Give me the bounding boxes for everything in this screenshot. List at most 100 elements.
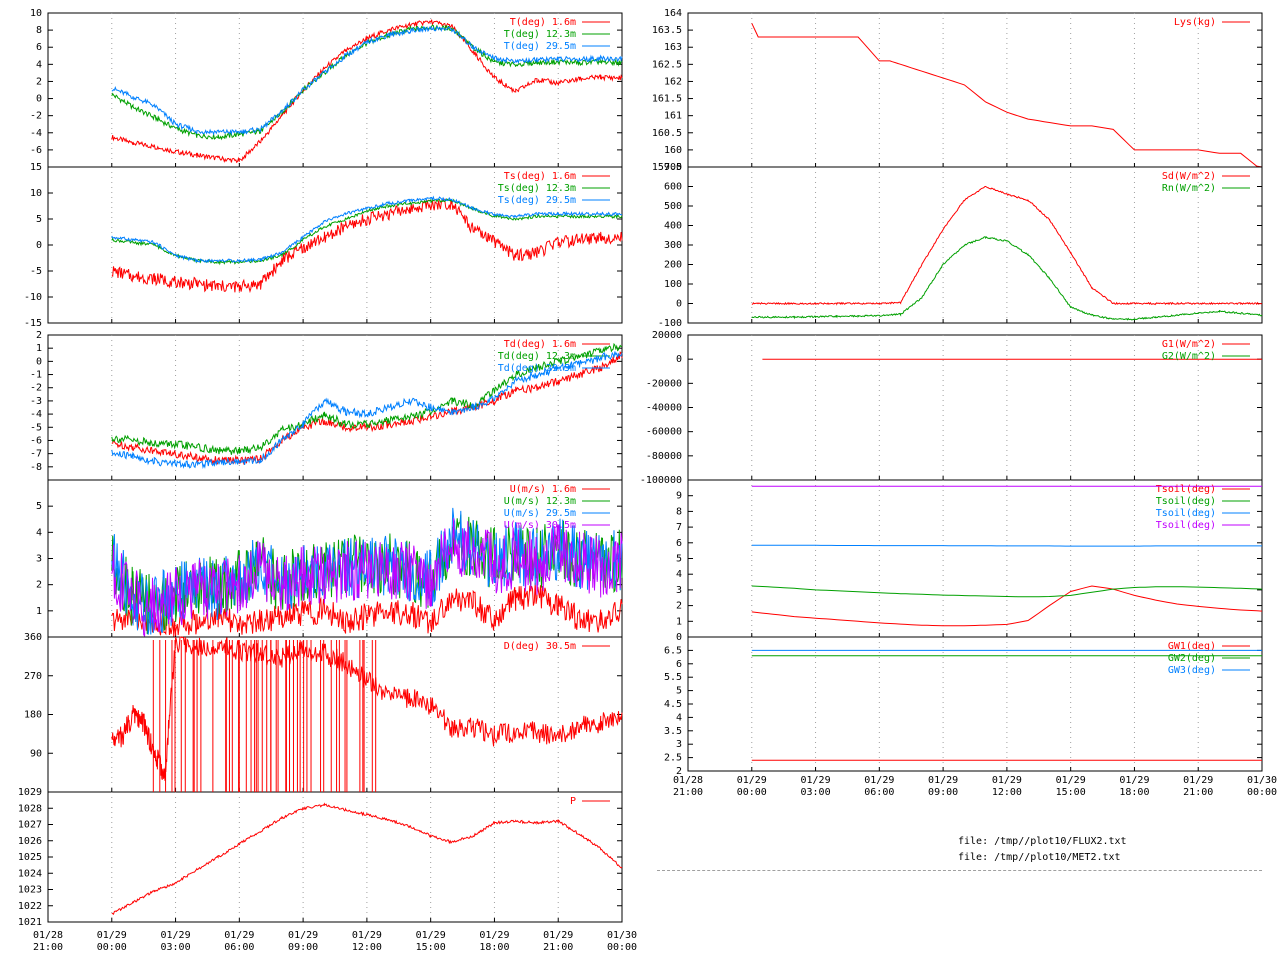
- wind-speed-legend-label: U(m/s) 12.3m: [504, 496, 576, 507]
- left-x-tick-date: 01/29: [97, 930, 127, 941]
- pressure-series-line: [111, 802, 623, 916]
- right-x-tick-date: 01/29: [928, 775, 958, 786]
- lysimeter-legend-label: Lys(kg): [1174, 17, 1216, 28]
- radiation-y-tick-label: -100: [658, 318, 682, 329]
- pressure-frame: [47, 791, 623, 923]
- dew-point-y-tick-label: -3: [30, 396, 42, 407]
- ground-water-y-tick-label: 6.5: [664, 645, 682, 656]
- left-x-tick-time: 09:00: [288, 942, 318, 953]
- right-x-tick-time: 00:00: [1247, 787, 1277, 798]
- surface-temperature-legend-label: Ts(deg) 1.6m: [504, 171, 576, 182]
- lysimeter-y-tick-label: 162: [664, 76, 682, 87]
- right-x-tick-time: 21:00: [1183, 787, 1213, 798]
- wind-direction-series-line: [111, 636, 623, 781]
- dew-point-y-tick-label: 1: [36, 343, 42, 354]
- soil-temperature-y-tick-label: 1: [676, 616, 682, 627]
- right-x-tick-date: 01/29: [1056, 775, 1086, 786]
- air-temperature-y-tick-label: 8: [36, 25, 42, 36]
- ground-water-y-tick-label: 5.5: [664, 672, 682, 683]
- dew-point-series-line: [111, 342, 623, 456]
- lysimeter-y-tick-label: 159.5: [652, 162, 682, 173]
- left-x-tick-time: 12:00: [352, 942, 382, 953]
- wind-direction-y-tick-label: 360: [24, 632, 42, 643]
- air-temperature-legend-label: T(deg) 1.6m: [510, 17, 576, 28]
- soil-temperature-legend-label: Tsoil(deg): [1156, 496, 1216, 507]
- air-temperature-series-line: [111, 25, 623, 136]
- left-x-tick-date: 01/29: [416, 930, 446, 941]
- air-temperature-y-tick-label: 0: [36, 94, 42, 105]
- soil-temperature-y-tick-label: 2: [676, 601, 682, 612]
- ground-flux-legend-label: G1(W/m^2): [1162, 339, 1216, 350]
- air-temperature-y-tick-label: -2: [30, 111, 42, 122]
- pressure-y-tick-label: 1023: [18, 885, 42, 896]
- lysimeter-frame: [687, 12, 1263, 168]
- lysimeter-y-tick-label: 163.5: [652, 25, 682, 36]
- radiation-legend-label: Rn(W/m^2): [1162, 183, 1216, 194]
- right-x-tick-time: 09:00: [928, 787, 958, 798]
- wind-speed-y-tick-label: 4: [36, 527, 42, 538]
- dew-point-series-line: [111, 351, 623, 470]
- ground-water-y-tick-label: 2: [676, 766, 682, 777]
- dew-point-y-tick-label: 0: [36, 356, 42, 367]
- ground-water-y-tick-label: 2.5: [664, 753, 682, 764]
- wind-speed-y-tick-label: 3: [36, 554, 42, 565]
- pressure-y-tick-label: 1024: [18, 868, 42, 879]
- right-x-tick-time: 06:00: [864, 787, 894, 798]
- soil-temperature-series-line: [751, 585, 1263, 598]
- radiation-y-tick-label: 200: [664, 260, 682, 271]
- ground-water-legend-label: GW2(deg): [1168, 653, 1216, 664]
- lysimeter-y-tick-label: 163: [664, 42, 682, 53]
- lysimeter-y-tick-label: 161.5: [652, 94, 682, 105]
- wind-speed-series-line: [111, 518, 623, 638]
- file-label-met: file: /tmp//plot10/MET2.txt: [958, 852, 1121, 863]
- left-x-tick-date: 01/29: [161, 930, 191, 941]
- radiation-y-tick-label: 500: [664, 201, 682, 212]
- right-x-tick-date: 01/29: [992, 775, 1022, 786]
- right-x-tick-date: 01/29: [737, 775, 767, 786]
- wind-speed-y-tick-label: 5: [36, 501, 42, 512]
- left-x-tick-date: 01/29: [479, 930, 509, 941]
- ground-flux-y-tick-label: -60000: [646, 427, 682, 438]
- air-temperature-series-line: [111, 19, 623, 164]
- ground-water-y-tick-label: 5: [676, 686, 682, 697]
- soil-temperature-y-tick-label: 9: [676, 491, 682, 502]
- ground-flux-y-tick-label: -80000: [646, 451, 682, 462]
- left-x-tick-date: 01/30: [607, 930, 637, 941]
- right-x-tick-time: 00:00: [737, 787, 767, 798]
- right-x-tick-time: 12:00: [992, 787, 1022, 798]
- air-temperature-y-tick-label: -4: [30, 128, 42, 139]
- ground-water-y-tick-label: 4: [676, 712, 682, 723]
- surface-temperature-series-line: [111, 198, 623, 294]
- dew-point-y-tick-label: -5: [30, 422, 42, 433]
- pressure-y-tick-label: 1025: [18, 852, 42, 863]
- dew-point-y-tick-label: -6: [30, 435, 42, 446]
- air-temperature-y-tick-label: 10: [30, 8, 42, 19]
- soil-temperature-y-tick-label: 8: [676, 506, 682, 517]
- dew-point-legend-label: Td(deg) 29.5m: [498, 363, 576, 374]
- radiation-y-tick-label: 400: [664, 221, 682, 232]
- dew-point-legend-label: Td(deg) 12.3m: [498, 351, 576, 362]
- file-label-flux: file: /tmp//plot10/FLUX2.txt: [958, 836, 1127, 847]
- dew-point-legend-label: Td(deg) 1.6m: [504, 339, 576, 350]
- radiation-y-tick-label: 0: [676, 299, 682, 310]
- ground-flux-y-tick-label: 20000: [652, 330, 682, 341]
- ground-water-y-tick-label: 4.5: [664, 699, 682, 710]
- pressure-y-tick-label: 1029: [18, 787, 42, 798]
- wind-direction-y-tick-label: 90: [30, 748, 42, 759]
- dew-point-y-tick-label: -2: [30, 383, 42, 394]
- left-x-tick-time: 00:00: [97, 942, 127, 953]
- separator-line: [657, 870, 1262, 871]
- ground-flux-y-tick-label: -40000: [646, 403, 682, 414]
- left-x-tick-date: 01/29: [224, 930, 254, 941]
- radiation-y-tick-label: 600: [664, 182, 682, 193]
- soil-temperature-y-tick-label: 5: [676, 554, 682, 565]
- ground-flux-y-tick-label: -20000: [646, 378, 682, 389]
- right-x-tick-date: 01/29: [1183, 775, 1213, 786]
- right-x-tick-time: 15:00: [1056, 787, 1086, 798]
- lysimeter-y-tick-label: 161: [664, 111, 682, 122]
- soil-temperature-y-tick-label: 6: [676, 538, 682, 549]
- pressure-legend-label: P: [570, 796, 576, 807]
- radiation-y-tick-label: 300: [664, 240, 682, 251]
- ground-flux-legend-label: G2(W/m^2): [1162, 351, 1216, 362]
- lysimeter-y-tick-label: 160: [664, 145, 682, 156]
